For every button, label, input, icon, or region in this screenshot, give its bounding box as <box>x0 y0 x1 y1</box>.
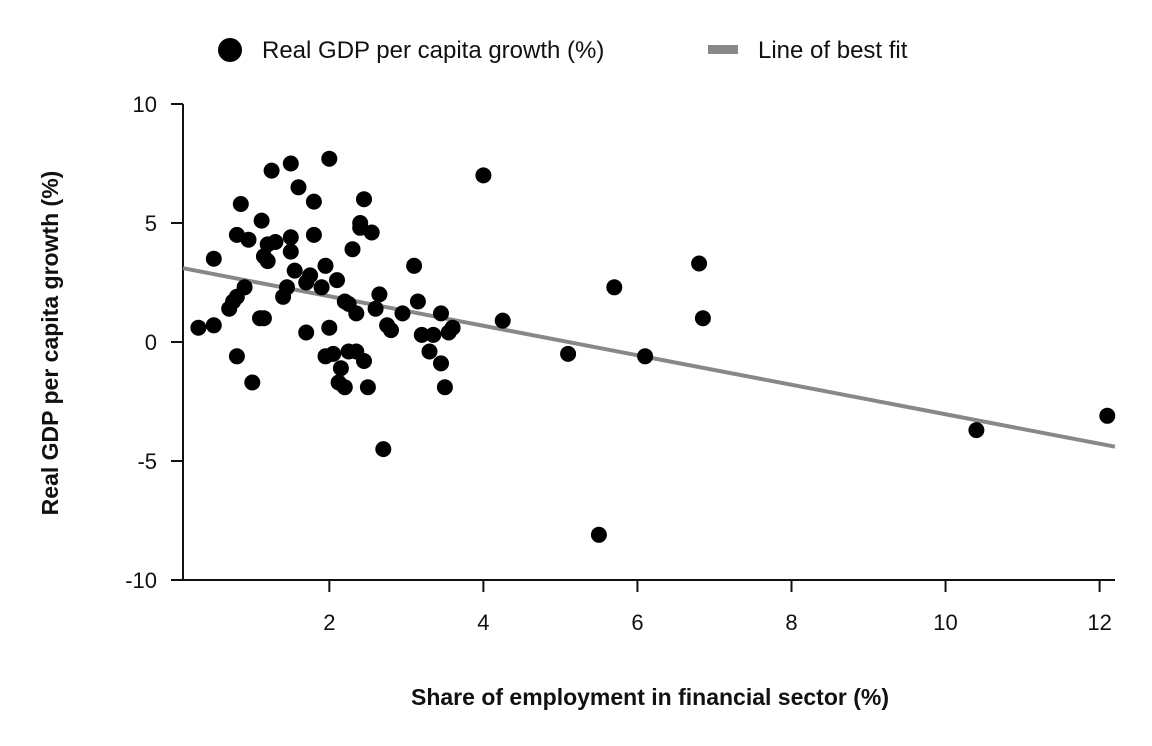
scatter-point <box>344 241 361 258</box>
scatter-point <box>421 343 438 360</box>
scatter-point <box>317 257 334 274</box>
scatter-point <box>329 272 345 289</box>
scatter-point <box>352 215 369 231</box>
scatter-point <box>253 212 270 229</box>
y-tick-label: -10 <box>125 568 157 593</box>
scatter-point <box>228 348 245 365</box>
scatter-point <box>325 345 342 362</box>
scatter-point <box>691 255 708 272</box>
scatter-point <box>1099 407 1116 424</box>
y-tick-label: 10 <box>133 92 157 117</box>
legend-marker-scatter <box>218 38 242 62</box>
x-tick-label: 6 <box>631 610 643 635</box>
x-tick-label: 12 <box>1087 610 1111 635</box>
scatter-point <box>313 279 330 296</box>
x-axis-title: Share of employment in financial sector … <box>411 684 889 710</box>
scatter-point <box>332 360 349 377</box>
scatter-point <box>433 305 449 322</box>
scatter-point <box>279 279 295 296</box>
scatter-point <box>259 253 276 270</box>
scatter-point <box>425 326 442 343</box>
scatter-point <box>356 191 372 208</box>
y-tick-label: 5 <box>145 211 157 236</box>
scatter-point <box>321 150 338 167</box>
scatter-point <box>475 167 492 184</box>
scatter-point <box>968 422 985 439</box>
scatter-point <box>302 267 319 284</box>
scatter-point <box>363 224 380 241</box>
scatter-point <box>321 319 338 336</box>
scatter-point <box>282 243 299 260</box>
scatter-point <box>637 348 654 365</box>
scatter-point <box>436 379 453 396</box>
scatter-point <box>240 231 257 248</box>
x-tick-label: 2 <box>323 610 335 635</box>
y-tick-label: 0 <box>145 330 157 355</box>
x-axis: 2 4 6 8 10 12 <box>183 579 1115 635</box>
scatter-point <box>413 326 430 343</box>
legend-label-scatter: Real GDP per capita growth (%) <box>262 37 604 64</box>
scatter-point <box>367 300 384 317</box>
scatter-point <box>305 226 322 243</box>
scatter-points <box>190 150 1116 543</box>
scatter-point <box>359 379 376 396</box>
scatter-point <box>232 196 249 212</box>
scatter-point <box>560 345 577 362</box>
scatter-point <box>190 319 207 336</box>
y-axis-title: Real GDP per capita growth (%) <box>37 171 63 516</box>
x-tick-label: 4 <box>477 610 489 635</box>
scatter-point <box>267 234 284 250</box>
scatter-point <box>205 317 222 334</box>
scatter-point <box>282 229 299 246</box>
x-tick-label: 8 <box>785 610 797 635</box>
scatter-point <box>375 441 392 458</box>
scatter-point <box>348 305 365 322</box>
legend-marker-line <box>708 45 738 54</box>
scatter-point <box>298 324 315 341</box>
scatter-point <box>255 310 272 327</box>
scatter-point <box>406 257 423 274</box>
scatter-point <box>590 526 607 543</box>
scatter-point <box>244 374 261 391</box>
scatter-point <box>282 155 299 172</box>
scatter-point <box>356 353 372 369</box>
scatter-point <box>606 279 623 296</box>
scatter-point <box>694 310 711 327</box>
scatter-point <box>371 286 388 303</box>
legend: Real GDP per capita growth (%) Line of b… <box>218 37 908 64</box>
y-tick-label: -5 <box>137 449 157 474</box>
scatter-point <box>383 322 399 339</box>
scatter-point <box>236 279 253 296</box>
scatter-point <box>394 305 411 322</box>
scatter-point <box>305 193 322 210</box>
scatter-point <box>290 179 307 196</box>
y-axis: 10 5 0 -5 -10 <box>125 92 184 593</box>
scatter-point <box>286 262 303 279</box>
scatter-point <box>205 250 222 267</box>
scatter-point <box>494 312 511 329</box>
scatter-point <box>336 379 353 396</box>
scatter-point <box>444 319 461 336</box>
legend-label-line: Line of best fit <box>758 37 908 64</box>
scatter-point <box>263 162 280 179</box>
scatter-point <box>433 355 449 372</box>
x-tick-label: 10 <box>933 610 957 635</box>
scatter-point <box>409 293 426 310</box>
